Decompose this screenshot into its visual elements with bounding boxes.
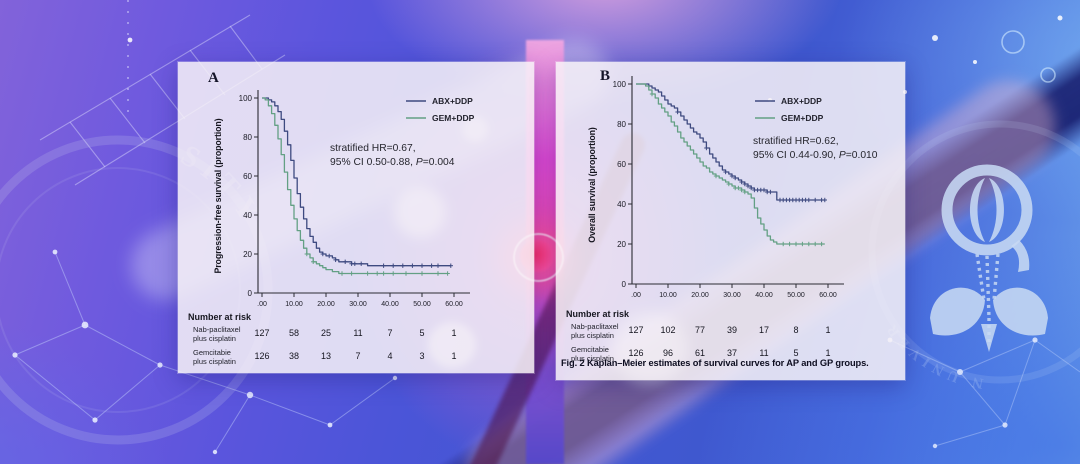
risk-value: 3: [419, 351, 425, 361]
risk-value: 39: [726, 325, 737, 335]
risk-row-label: Nab-paclitaxel plus cisplatin: [193, 325, 241, 343]
risk-value: 58: [288, 328, 299, 338]
svg-text:100: 100: [239, 94, 253, 103]
risk-value: 1: [451, 328, 457, 338]
risk-value: 126: [254, 351, 270, 361]
risk-value: 4: [387, 351, 393, 361]
risk-value: 96: [662, 348, 673, 358]
risk-label-line2: plus cisplatin: [571, 331, 614, 340]
legend-label: ABX+DDP: [432, 96, 473, 106]
risk-label-line2: plus cisplatin: [193, 357, 236, 366]
svg-text:20.00: 20.00: [317, 301, 335, 308]
risk-value: 11: [759, 348, 769, 358]
svg-text:60.00: 60.00: [445, 301, 463, 308]
risk-row-label: Gemcitabie plus cisplatin: [193, 348, 236, 366]
molecule-network-bottom-right: [887, 337, 1080, 449]
risk-value: 77: [694, 325, 705, 335]
svg-text:100: 100: [613, 80, 627, 89]
risk-value: 5: [793, 348, 799, 358]
risk-table-title: Number at risk: [566, 309, 630, 319]
km-panel-pfs: A Progression-free survival (proportion)…: [178, 62, 534, 373]
annotation-line1: stratified HR=0.62,: [753, 136, 839, 147]
legend-label: GEM+DDP: [432, 113, 475, 123]
risk-value: 5: [419, 328, 425, 338]
legend-label: ABX+DDP: [781, 96, 822, 106]
svg-text:60: 60: [617, 160, 626, 169]
hr-annotation: stratified HR=0.67, 95% CI 0.50-0.88, P=…: [330, 142, 455, 171]
svg-text:0: 0: [248, 289, 253, 298]
risk-value: 25: [320, 328, 331, 338]
cotton-flower-emblem: [930, 164, 1048, 352]
risk-value: 1: [825, 348, 831, 358]
risk-value: 8: [793, 325, 799, 335]
risk-label-line1: Gemcitabie: [193, 348, 231, 357]
svg-text:80: 80: [243, 133, 252, 142]
svg-text:10.00: 10.00: [659, 292, 677, 299]
risk-label-line1: Nab-paclitaxel: [193, 325, 241, 334]
svg-text:40.00: 40.00: [755, 292, 773, 299]
hr-annotation: stratified HR=0.62, 95% CI 0.44-0.90, P=…: [753, 135, 878, 164]
risk-value: 38: [288, 351, 299, 361]
risk-row-abx: Nab-paclitaxel plus cisplatin 127 58 25 11 7…: [178, 324, 534, 346]
risk-value: 127: [254, 328, 270, 338]
annotation-pvalue: =0.010: [845, 150, 878, 162]
annotation-line2: 95% CI 0.50-0.88,: [330, 157, 416, 169]
risk-value: 126: [628, 348, 644, 358]
svg-text:30.00: 30.00: [723, 292, 741, 299]
risk-value: 37: [726, 348, 737, 358]
outlined-bubbles: [1001, 30, 1056, 83]
risk-value: 1: [451, 351, 457, 361]
svg-text:10.00: 10.00: [285, 301, 303, 308]
svg-text:50.00: 50.00: [787, 292, 805, 299]
risk-value: 7: [387, 328, 393, 338]
risk-value: 17: [758, 325, 769, 335]
svg-text:80: 80: [617, 120, 626, 129]
svg-text:20: 20: [243, 250, 252, 259]
svg-text:.00: .00: [257, 301, 267, 308]
risk-row-label: Nab-paclitaxel plus cisplatin: [571, 322, 619, 340]
annotation-line1: stratified HR=0.67,: [330, 143, 416, 154]
risk-value: 61: [694, 348, 705, 358]
risk-table-title: Number at risk: [188, 312, 252, 322]
number-at-risk-table: Number at risk Nab-paclitaxel plus cispl…: [178, 312, 534, 378]
svg-text:20: 20: [617, 240, 626, 249]
svg-text:30.00: 30.00: [349, 301, 367, 308]
risk-row-gem: Gemcitabie plus cisplatin 126 38 13 7 4 3 1: [178, 347, 534, 369]
risk-value: 102: [660, 325, 676, 335]
svg-text:50.00: 50.00: [413, 301, 431, 308]
risk-label-line2: plus cisplatin: [193, 334, 236, 343]
annotation-p: P: [415, 157, 423, 169]
svg-text:20.00: 20.00: [691, 292, 709, 299]
risk-value: 127: [628, 325, 644, 335]
svg-text:0: 0: [622, 280, 627, 289]
risk-value: 7: [355, 351, 361, 361]
annotation-pvalue: =0.004: [422, 157, 455, 169]
annotation-line2: 95% CI 0.44-0.90,: [753, 150, 839, 162]
svg-text:60: 60: [243, 172, 252, 181]
svg-text:60.00: 60.00: [819, 292, 837, 299]
risk-row-abx: Nab-paclitaxel plus cisplatin 127 102 77 39…: [556, 321, 905, 343]
risk-value: 11: [353, 328, 363, 338]
km-chart-os: 0 20 40 60 80 100 .00 10.00 20.00 30.00 40.00 50.00…: [613, 76, 844, 299]
risk-label-line1: Nab-paclitaxel: [571, 322, 619, 331]
risk-label-line1: Gemcitabie: [571, 345, 609, 354]
svg-text:40: 40: [617, 200, 626, 209]
figure-caption: Fig. 2 Kaplan–Meier estimates of surviva…: [561, 358, 869, 368]
risk-value: 1: [825, 325, 831, 335]
km-chart-pfs: 0 20 40 60 80 100 .00 10.00 20.00 30.00 40.00 50.00…: [239, 90, 475, 308]
svg-text:40.00: 40.00: [381, 301, 399, 308]
svg-text:40: 40: [243, 211, 252, 220]
km-panel-os: B Overall survival (proportion) 0 20 40 60 8…: [556, 62, 905, 380]
molecule-network-bottom-left: [12, 249, 398, 455]
risk-value: 13: [320, 351, 331, 361]
annotation-p: P: [838, 150, 846, 162]
svg-text:.00: .00: [631, 292, 641, 299]
legend-label: GEM+DDP: [781, 113, 824, 123]
